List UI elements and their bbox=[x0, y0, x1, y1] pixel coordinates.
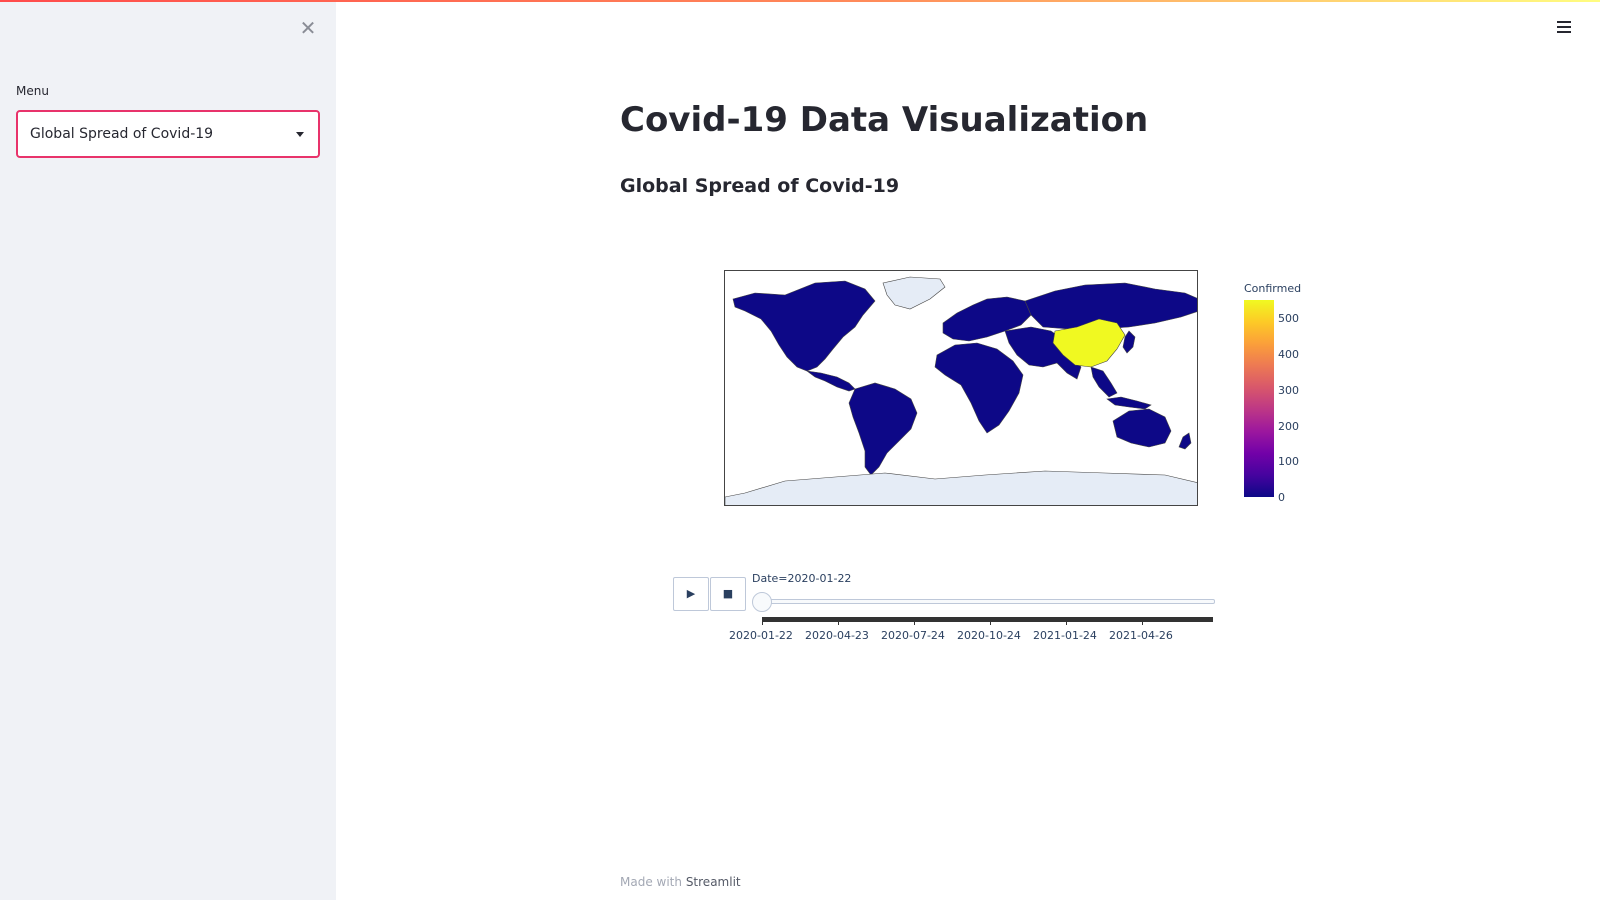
date-tick-label: 2020-01-22 bbox=[729, 629, 793, 642]
colorbar-tick: 200 bbox=[1278, 420, 1299, 433]
stop-icon: ■ bbox=[722, 587, 734, 600]
south-america-shape bbox=[848, 382, 918, 476]
streamlit-link[interactable]: Streamlit bbox=[685, 875, 741, 889]
date-tick-mark bbox=[914, 622, 915, 625]
date-tick-mark bbox=[1066, 622, 1067, 625]
footer: Made with Streamlit bbox=[620, 875, 741, 889]
page-title: Covid-19 Data Visualization bbox=[620, 100, 1149, 140]
date-tick-mark bbox=[838, 622, 839, 625]
sidebar: ✕ Menu Global Spread of Covid-19 bbox=[0, 0, 336, 900]
colorbar-gradient bbox=[1244, 300, 1274, 497]
date-slider-tick-bar bbox=[762, 617, 1213, 622]
footer-prefix: Made with bbox=[620, 875, 682, 889]
hamburger-icon-line bbox=[1557, 31, 1571, 33]
date-tick-mark bbox=[1142, 622, 1143, 625]
japan-shape bbox=[1122, 330, 1136, 354]
choropleth-map[interactable] bbox=[724, 270, 1198, 506]
north-asia-shape bbox=[1024, 282, 1197, 330]
central-america-shape bbox=[806, 370, 856, 392]
new-zealand-shape bbox=[1178, 432, 1192, 450]
play-icon: ▶ bbox=[686, 587, 696, 600]
chevron-down-icon bbox=[296, 132, 304, 137]
date-tick-label: 2021-01-24 bbox=[1033, 629, 1097, 642]
north-america-shape bbox=[732, 280, 876, 372]
main-menu-button[interactable] bbox=[1554, 18, 1574, 38]
southeast-asia-shape bbox=[1090, 366, 1118, 398]
menu-label: Menu bbox=[16, 84, 49, 98]
europe-shape bbox=[942, 296, 1032, 342]
page-subheader: Global Spread of Covid-19 bbox=[620, 175, 900, 197]
play-button[interactable]: ▶ bbox=[673, 577, 709, 611]
date-tick-label: 2021-04-26 bbox=[1109, 629, 1173, 642]
colorbar-tick: 400 bbox=[1278, 348, 1299, 361]
top-decoration-bar bbox=[0, 0, 1600, 2]
colorbar-tick: 500 bbox=[1278, 312, 1299, 325]
colorbar-tick: 0 bbox=[1278, 491, 1285, 504]
hamburger-icon-line bbox=[1557, 26, 1571, 28]
colorbar-tick: 100 bbox=[1278, 455, 1299, 468]
date-tick-label: 2020-07-24 bbox=[881, 629, 945, 642]
colorbar-title: Confirmed bbox=[1244, 282, 1302, 295]
world-map-svg bbox=[725, 276, 1197, 505]
date-tick-mark bbox=[990, 622, 991, 625]
colorbar-tick: 300 bbox=[1278, 384, 1299, 397]
menu-select-value: Global Spread of Covid-19 bbox=[30, 126, 214, 142]
close-icon: ✕ bbox=[299, 16, 317, 40]
indonesia-shape bbox=[1106, 396, 1152, 410]
stop-button[interactable]: ■ bbox=[710, 577, 746, 611]
date-slider-handle[interactable] bbox=[752, 592, 772, 612]
africa-shape bbox=[934, 342, 1024, 434]
date-slider-label: Date=2020-01-22 bbox=[752, 572, 852, 585]
china-shape bbox=[1052, 318, 1126, 368]
menu-select[interactable]: Global Spread of Covid-19 bbox=[16, 110, 320, 158]
date-tick-label: 2020-04-23 bbox=[805, 629, 869, 642]
antarctica-shape bbox=[725, 470, 1197, 505]
close-sidebar-button[interactable]: ✕ bbox=[296, 16, 320, 40]
australia-shape bbox=[1112, 408, 1172, 448]
date-slider-rail[interactable] bbox=[760, 599, 1215, 604]
hamburger-icon bbox=[1557, 21, 1571, 23]
date-tick-mark bbox=[762, 622, 763, 625]
greenland-shape bbox=[882, 276, 946, 310]
date-tick-label: 2020-10-24 bbox=[957, 629, 1021, 642]
